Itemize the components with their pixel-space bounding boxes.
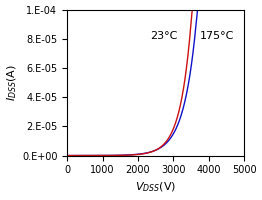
X-axis label: $V_{DSS}$(V): $V_{DSS}$(V) <box>135 181 176 194</box>
Text: 23°C: 23°C <box>150 31 178 41</box>
Text: 175°C: 175°C <box>200 31 234 41</box>
Y-axis label: $I_{DSS}$(A): $I_{DSS}$(A) <box>6 64 19 101</box>
